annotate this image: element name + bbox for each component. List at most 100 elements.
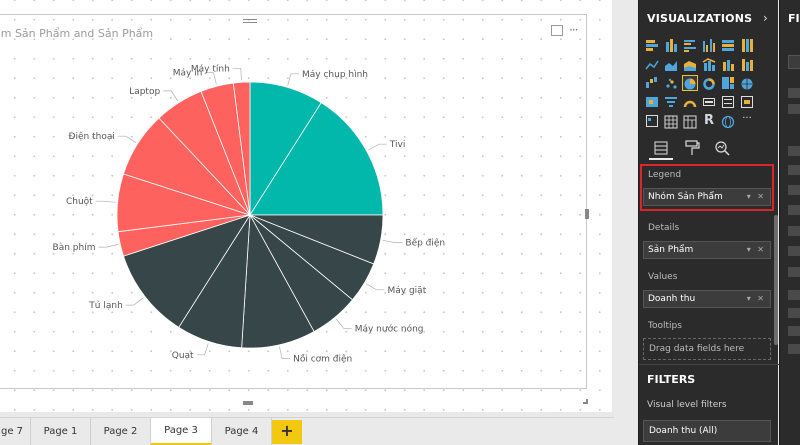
slice-label: Chuột (66, 196, 93, 207)
line-stacked-column-icon[interactable] (721, 57, 735, 71)
tooltips-well-label: Tooltips (648, 321, 682, 331)
100-bar-icon[interactable] (721, 38, 735, 52)
collapse-pane-icon[interactable]: › (763, 11, 768, 25)
pie-slice[interactable] (232, 81, 251, 216)
field-item[interactable] (788, 308, 800, 318)
stacked-area-icon[interactable] (683, 57, 697, 71)
clustered-bar-icon[interactable] (683, 38, 697, 52)
treemap-icon[interactable] (721, 76, 735, 90)
leader-line (95, 200, 116, 203)
clustered-column-icon[interactable] (702, 38, 716, 52)
visual-level-filter-item[interactable]: Doanh thu (All) (643, 420, 771, 442)
ribbon-chart-icon[interactable] (740, 57, 754, 71)
field-item[interactable] (788, 104, 800, 114)
legend-well[interactable]: Nhóm Sản Phẩm ▾ ✕ (643, 188, 771, 206)
field-item[interactable] (788, 246, 800, 256)
pie-chart-visual[interactable]: ··· (0, 14, 589, 405)
visualizations-title: VISUALIZATIONS (647, 12, 753, 25)
slice-label: Máy tính (191, 64, 230, 74)
tooltips-drop-zone[interactable]: Drag data fields here (643, 338, 771, 360)
pie-slice[interactable] (123, 214, 251, 328)
fields-pane: FI (779, 0, 800, 445)
card-icon[interactable] (702, 95, 716, 109)
kpi-icon[interactable] (740, 95, 754, 109)
multi-row-card-icon[interactable] (721, 95, 735, 109)
field-item[interactable] (788, 165, 800, 175)
r-visual-icon[interactable]: R (703, 113, 714, 128)
page-tabs: ge 7 Page 1 Page 2 Page 3 Page 4 + (0, 417, 614, 445)
area-chart-icon[interactable] (664, 57, 678, 71)
drag-handle-icon[interactable] (243, 19, 257, 27)
report-canvas: ··· óm Sản Phẩm and Sản Phẩm Máy chụp hì… (0, 0, 612, 412)
fields-search-box[interactable] (788, 55, 800, 69)
resize-handle-corner[interactable] (583, 399, 588, 404)
well-dropdown-remove-icons[interactable]: ▾ ✕ (746, 245, 766, 254)
slice-label: Bàn phím (53, 243, 96, 253)
line-chart-icon[interactable] (645, 57, 659, 71)
leader-line (98, 244, 119, 248)
tab-page-1[interactable]: Page 1 (31, 418, 91, 445)
field-item[interactable] (788, 146, 800, 156)
leader-line (196, 343, 209, 356)
field-item[interactable] (788, 290, 800, 300)
filled-map-icon[interactable] (645, 95, 659, 109)
field-item[interactable] (788, 226, 800, 236)
filters-title: FILTERS (647, 373, 696, 386)
leader-line (117, 135, 137, 143)
visualizations-pane: VISUALIZATIONS › R ·· (638, 0, 779, 445)
resize-handle-right[interactable] (585, 209, 589, 219)
more-visuals-icon[interactable]: ··· (742, 113, 752, 124)
format-paint-roller-icon[interactable] (681, 138, 705, 160)
slicer-icon[interactable] (645, 114, 659, 128)
field-item[interactable] (788, 185, 800, 195)
slice-label: Máy nước nóng (355, 323, 424, 334)
scatter-icon[interactable] (664, 76, 678, 90)
report-page[interactable]: ··· óm Sản Phẩm and Sản Phẩm Máy chụp hì… (0, 0, 612, 412)
values-well[interactable]: Doanh thu ▾ ✕ (643, 290, 771, 308)
well-dropdown-remove-icons[interactable]: ▾ ✕ (746, 294, 766, 303)
field-item[interactable] (788, 326, 800, 336)
funnel-icon[interactable] (664, 95, 678, 109)
details-well-label: Details (648, 223, 680, 233)
stacked-column-icon[interactable] (664, 38, 678, 52)
leader-line (125, 297, 144, 306)
pie-slice[interactable] (249, 102, 384, 216)
line-column-icon[interactable] (702, 57, 716, 71)
field-item[interactable] (788, 267, 800, 277)
slice-label: Tivi (389, 140, 406, 150)
table-icon[interactable] (664, 114, 678, 129)
pie-chart-icon[interactable] (682, 75, 698, 91)
100-column-icon[interactable] (740, 38, 754, 52)
add-page-button[interactable]: + (272, 420, 302, 444)
field-item[interactable] (788, 344, 800, 354)
gauge-icon[interactable] (683, 95, 697, 109)
donut-chart-icon[interactable] (702, 76, 716, 90)
leader-line (279, 346, 291, 359)
well-dropdown-remove-icons[interactable]: ▾ ✕ (746, 192, 766, 201)
leader-line (382, 239, 403, 243)
pane-scrollbar[interactable] (774, 215, 778, 345)
stacked-bar-icon[interactable] (645, 38, 659, 52)
focus-mode-icon[interactable] (551, 25, 563, 36)
resize-handle-bottom[interactable] (243, 401, 253, 405)
globe-icon[interactable] (721, 114, 735, 129)
tab-page-4[interactable]: Page 4 (212, 418, 272, 445)
leader-line (366, 283, 385, 291)
filters-header: FILTERS (639, 364, 779, 394)
slice-label: Điện thoại (69, 131, 115, 142)
chart-title: óm Sản Phẩm and Sản Phẩm (0, 27, 154, 40)
waterfall-icon[interactable] (645, 76, 659, 90)
details-field-value: Sản Phẩm (648, 245, 694, 255)
tab-page-2[interactable]: Page 2 (91, 418, 151, 445)
analytics-magnifier-icon[interactable] (711, 138, 735, 160)
more-options-icon[interactable]: ··· (569, 23, 579, 37)
map-icon[interactable] (740, 76, 754, 90)
field-item[interactable] (788, 205, 800, 215)
matrix-icon[interactable] (683, 114, 697, 129)
tab-page-7[interactable]: ge 7 (0, 418, 31, 445)
pie-chart: Máy chụp hình Tivi Bếp điện Máy giặt Máy nướ… (53, 64, 446, 364)
details-well[interactable]: Sản Phẩm ▾ ✕ (643, 241, 771, 259)
tab-page-3[interactable]: Page 3 (151, 418, 212, 445)
fields-tab-icon[interactable] (649, 138, 673, 160)
field-item[interactable] (788, 88, 800, 98)
